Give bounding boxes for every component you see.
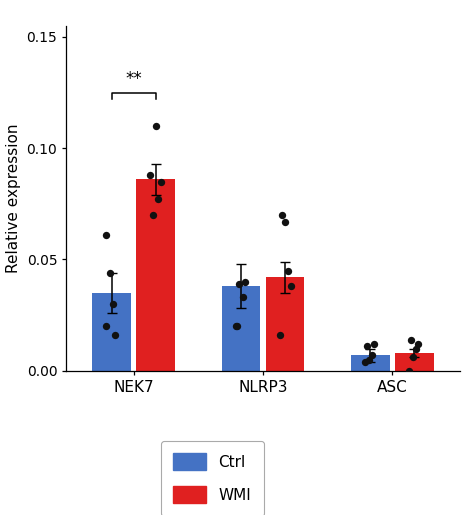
Point [111, 331, 119, 339]
Point [412, 345, 420, 353]
Point [287, 282, 294, 290]
Point [149, 211, 157, 219]
Point [109, 300, 117, 308]
Point [361, 358, 369, 366]
Point [157, 178, 165, 186]
Legend: Ctrl, WMI: Ctrl, WMI [161, 440, 264, 515]
Point [102, 231, 110, 239]
Bar [222, 286, 261, 371]
Bar [351, 355, 390, 371]
Point [409, 353, 417, 362]
Point [241, 278, 248, 286]
Point [146, 171, 154, 179]
Point [405, 367, 413, 375]
Point [407, 335, 415, 344]
Point [276, 331, 283, 339]
Bar [136, 179, 175, 371]
Point [239, 293, 246, 301]
Point [279, 211, 286, 219]
Point [414, 340, 422, 348]
Bar [395, 353, 434, 371]
Point [152, 122, 159, 130]
Bar [265, 277, 304, 371]
Point [370, 340, 378, 348]
Y-axis label: Relative expression: Relative expression [6, 124, 21, 273]
Point [155, 195, 162, 203]
Point [363, 342, 371, 350]
Text: **: ** [125, 70, 142, 88]
Bar [92, 293, 131, 371]
Point [234, 322, 241, 331]
Point [236, 280, 243, 288]
Point [232, 322, 239, 331]
Point [281, 217, 289, 226]
Point [102, 322, 110, 331]
Point [365, 355, 373, 364]
Point [284, 266, 292, 274]
Point [368, 351, 376, 359]
Point [106, 269, 114, 277]
